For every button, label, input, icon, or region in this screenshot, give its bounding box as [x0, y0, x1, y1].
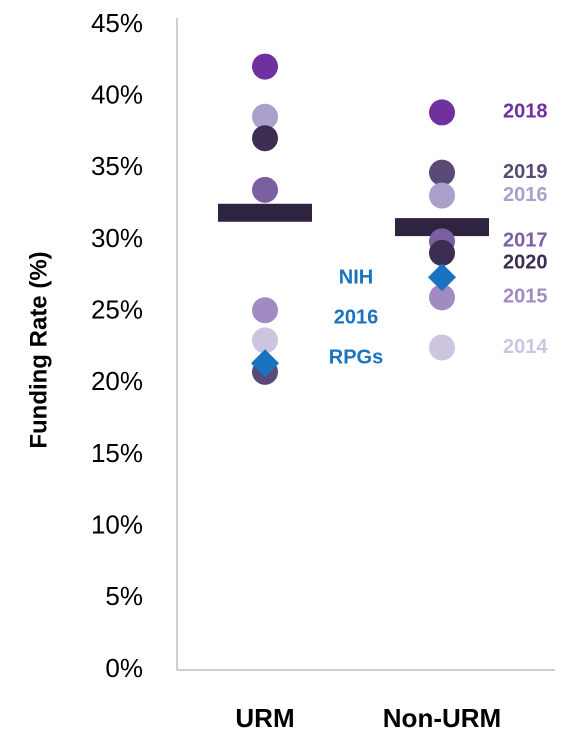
dot: [429, 159, 455, 186]
nih-label: 2016: [334, 306, 379, 328]
y-tick-label: 20%: [91, 366, 143, 396]
legend-label: 2019: [503, 161, 548, 183]
dot: [429, 99, 455, 126]
dot: [252, 125, 278, 152]
y-tick-label: 35%: [91, 151, 143, 181]
legend-label: 2018: [503, 101, 548, 123]
nih-diamond: [251, 349, 279, 378]
legend-label: 2014: [503, 336, 548, 358]
dot: [252, 327, 278, 354]
y-tick-label: 0%: [105, 653, 143, 683]
legend-label: 2020: [503, 252, 548, 274]
y-tick-label: 45%: [91, 8, 143, 38]
dot: [429, 239, 455, 266]
nih-label: NIH: [339, 266, 373, 288]
y-tick-label: 15%: [91, 438, 143, 468]
mean-bar: [395, 218, 489, 237]
x-tick-label: URM: [235, 703, 294, 733]
legend-label: 2015: [503, 286, 548, 308]
legend-label: 2017: [503, 230, 548, 252]
dot: [429, 182, 455, 209]
y-tick-label: 5%: [105, 581, 143, 611]
dot: [429, 284, 455, 311]
nih-label: RPGs: [329, 346, 383, 368]
nih-diamond: [428, 263, 456, 292]
dot: [252, 297, 278, 324]
legend-label: 2016: [503, 184, 548, 206]
dot: [429, 334, 455, 361]
y-axis-label: Funding Rate (%): [25, 251, 52, 448]
mean-bar: [218, 203, 312, 222]
y-tick-label: 40%: [91, 80, 143, 110]
dot: [252, 103, 278, 130]
y-tick-label: 25%: [91, 295, 143, 325]
y-tick-label: 10%: [91, 510, 143, 540]
dot: [252, 176, 278, 203]
y-tick-label: 30%: [91, 223, 143, 253]
dot: [252, 53, 278, 80]
x-tick-label: Non-URM: [383, 703, 501, 733]
